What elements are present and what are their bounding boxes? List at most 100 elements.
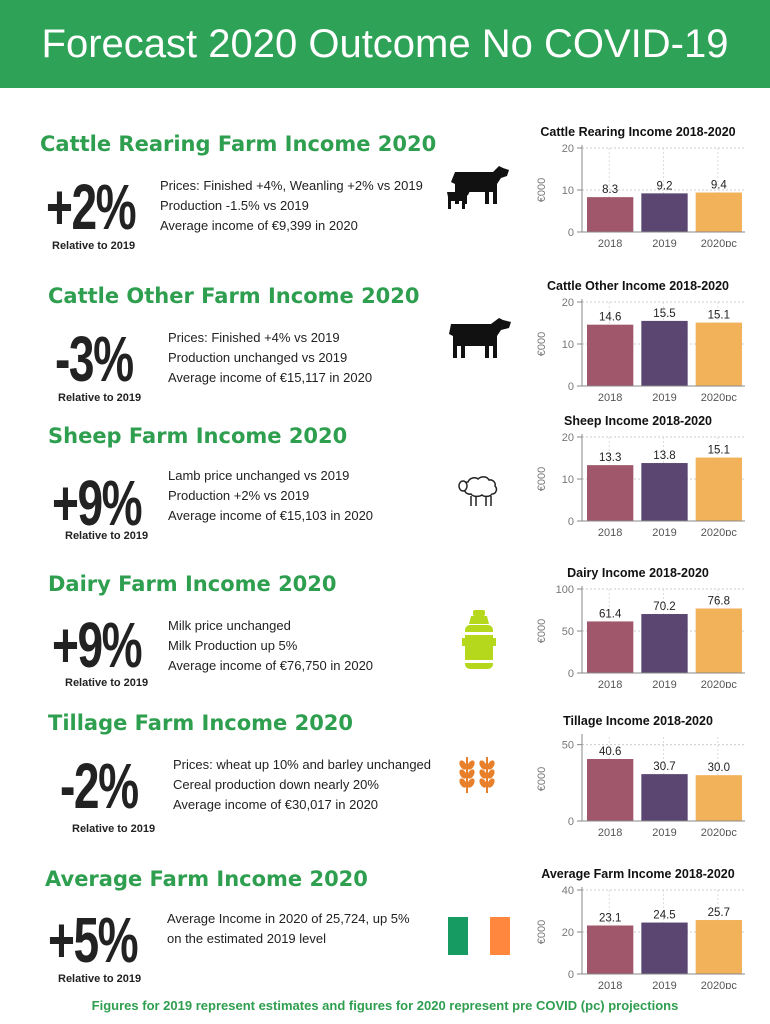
details-list: Prices: Finished +4% vs 2019 Production u…: [168, 328, 372, 388]
relative-label: Relative to 2019: [52, 240, 136, 252]
data-label: 40.6: [599, 746, 621, 758]
y-tick-label: 20: [562, 297, 574, 309]
bar-2018: [587, 197, 634, 232]
chart-5: Tillage Income 2018-2020 0 50 €000 40.6 2018 3…: [520, 711, 770, 836]
detail-line: Average income of €30,017 in 2020: [173, 797, 379, 812]
detail-line: Prices: wheat up 10% and barley unchange…: [173, 757, 432, 772]
y-tick-label: 20: [562, 927, 574, 939]
percent-change: +9%: [52, 609, 143, 681]
x-tick-label: 2018: [598, 679, 622, 688]
y-axis-label: €000: [536, 178, 548, 202]
percent-change: +9%: [52, 467, 143, 539]
y-tick-label: 0: [568, 969, 574, 981]
percent-change-box: -2%: [60, 753, 170, 819]
y-tick-label: 40: [562, 885, 574, 897]
data-label: 30.0: [708, 762, 730, 774]
details-list: Lamb price unchanged vs 2019 Production +…: [168, 466, 373, 526]
detail-line: Average income of €15,103 in 2020: [168, 508, 374, 523]
details-list: Average Income in 2020 of 25,724, up 5% o…: [167, 909, 410, 949]
section-2: Cattle Other Farm Income 2020 -3% Relative…: [0, 284, 540, 424]
section-title: Average Farm Income 2020: [45, 867, 368, 891]
data-label: 24.5: [653, 910, 675, 922]
chart-title: Cattle Rearing Income 2018-2020: [540, 125, 735, 139]
details-list: Milk price unchanged Milk Production up 5…: [168, 616, 373, 676]
section-6: Average Farm Income 2020 +5% Relative to 2…: [0, 867, 540, 1007]
bar-2020pc: [695, 920, 742, 974]
data-label: 13.3: [599, 452, 621, 464]
data-label: 70.2: [653, 601, 675, 613]
bar-2018: [587, 621, 634, 673]
detail-line: Milk price unchanged: [168, 618, 291, 633]
bar-2020pc: [695, 608, 742, 673]
bar-chart: Dairy Income 2018-2020 0 50 100 €000 61.4 2018…: [536, 566, 745, 688]
x-tick-label: 2018: [598, 827, 622, 836]
y-tick-label: 0: [568, 668, 574, 680]
chart-4: Dairy Income 2018-2020 0 50 100 €000 61.4 2018…: [520, 563, 770, 688]
relative-label: Relative to 2019: [58, 392, 142, 404]
y-axis-label: €000: [536, 920, 548, 944]
sheep-icon: [458, 474, 502, 513]
data-label: 8.3: [602, 184, 618, 196]
bar-2019: [641, 320, 688, 386]
bar-2019: [641, 614, 688, 673]
details-list: Prices: Finished +4%, Weanling +2% vs 20…: [160, 176, 423, 236]
section-title: Cattle Other Farm Income 2020: [48, 284, 420, 308]
percent-change-box: -3%: [55, 326, 165, 392]
bar-2019: [641, 774, 688, 821]
detail-line: Average income of €15,117 in 2020: [168, 370, 373, 385]
y-tick-label: 0: [568, 227, 574, 239]
bar-2018: [587, 324, 634, 386]
section-title: Sheep Farm Income 2020: [48, 424, 348, 448]
detail-line: Production +2% vs 2019: [168, 488, 310, 503]
percent-change-box: +9%: [52, 470, 162, 536]
x-tick-label: 2019: [652, 980, 676, 989]
bar-2020pc: [695, 775, 742, 821]
y-axis-label: €000: [536, 619, 548, 643]
chart-1: Cattle Rearing Income 2018-2020 0 10 20 €000…: [520, 122, 770, 247]
bar-2018: [587, 758, 634, 821]
chart-title: Average Farm Income 2018-2020: [541, 867, 734, 881]
relative-label: Relative to 2019: [65, 677, 149, 689]
bar-2020pc: [695, 192, 742, 232]
cow-icon: [445, 314, 515, 369]
milk-churn-icon: [462, 610, 496, 675]
x-tick-label: 2019: [652, 679, 676, 688]
data-label: 61.4: [599, 608, 622, 620]
bar-chart: Sheep Income 2018-2020 0 10 20 €000 13.3 2018 1…: [536, 414, 745, 536]
percent-change: -3%: [55, 323, 134, 395]
y-tick-label: 100: [556, 584, 574, 596]
section-5: Tillage Farm Income 2020 -2% Relative to 2…: [0, 711, 540, 851]
y-tick-label: 10: [562, 474, 574, 486]
detail-line: Cereal production down nearly 20%: [173, 777, 379, 792]
percent-change-box: +5%: [48, 907, 158, 973]
section-title: Dairy Farm Income 2020: [48, 572, 337, 596]
x-tick-label: 2020pc: [701, 679, 738, 688]
bar-2020pc: [695, 457, 742, 521]
percent-change-box: +9%: [52, 612, 162, 678]
chart-title: Tillage Income 2018-2020: [563, 714, 713, 728]
section-title: Cattle Rearing Farm Income 2020: [40, 132, 437, 156]
data-label: 76.8: [708, 595, 730, 607]
data-label: 15.1: [708, 445, 730, 457]
data-label: 13.8: [653, 450, 675, 462]
percent-change: -2%: [60, 750, 139, 822]
wheat-icon: [455, 751, 499, 800]
x-tick-label: 2018: [598, 980, 622, 989]
y-tick-label: 20: [562, 432, 574, 444]
relative-label: Relative to 2019: [72, 823, 156, 835]
bar-2018: [587, 925, 634, 974]
irish-flag-icon: [448, 917, 512, 960]
x-tick-label: 2020pc: [701, 980, 738, 989]
percent-change: +5%: [48, 904, 139, 976]
section-3: Sheep Farm Income 2020 +9% Relative to 201…: [0, 424, 540, 564]
detail-line: Average Income in 2020 of 25,724, up 5%: [167, 911, 410, 926]
section-title: Tillage Farm Income 2020: [48, 711, 354, 735]
percent-change: +2%: [46, 171, 137, 243]
relative-label: Relative to 2019: [65, 530, 149, 542]
y-tick-label: 50: [562, 740, 574, 752]
section-4: Dairy Farm Income 2020 +9% Relative to 201…: [0, 572, 540, 712]
footer-note: Figures for 2019 represent estimates and…: [91, 998, 679, 1013]
data-label: 23.1: [599, 912, 621, 924]
y-tick-label: 50: [562, 626, 574, 638]
x-tick-label: 2020pc: [701, 392, 738, 401]
